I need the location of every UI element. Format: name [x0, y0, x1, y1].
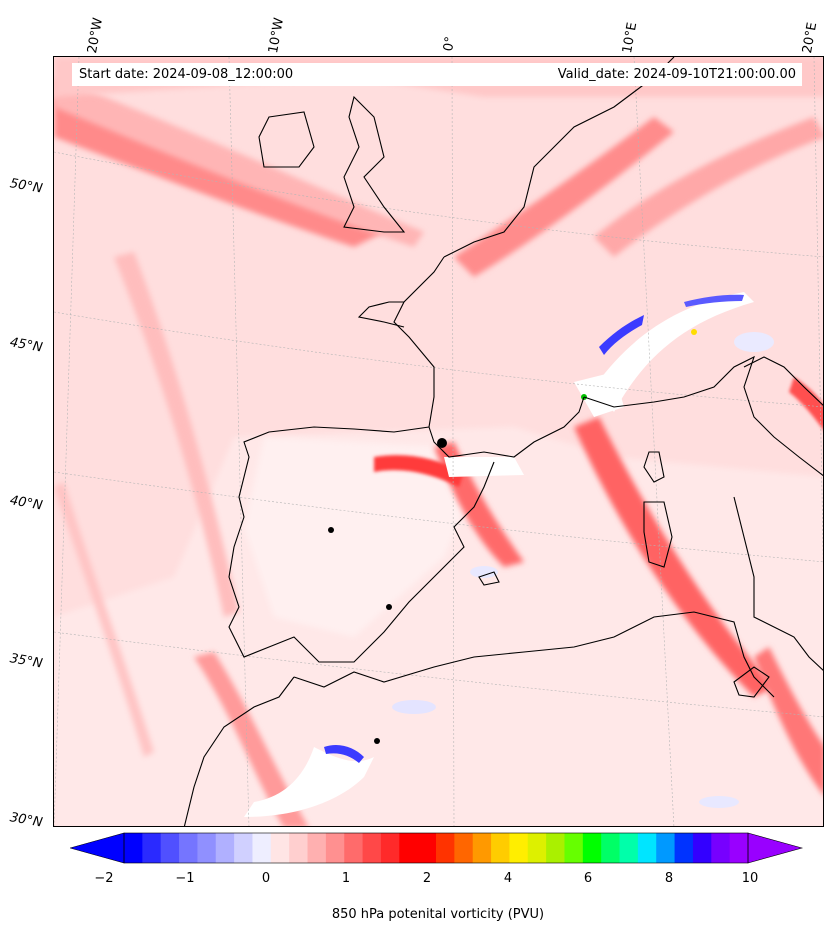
- colorbar-segment: [564, 833, 584, 863]
- colorbar-segment: [491, 833, 510, 863]
- pv-field-map: [54, 57, 823, 826]
- colorbar-segment: [179, 833, 198, 863]
- colorbar-tick-label: 1: [341, 871, 351, 886]
- colorbar-segment: [197, 833, 217, 863]
- pv-max-pyrenees: [374, 455, 464, 487]
- colorbar-segment: [472, 833, 492, 863]
- colorbar-tick-label: −2: [94, 871, 114, 886]
- colorbar-segment: [215, 833, 235, 863]
- streak-atlantic-2: [54, 482, 154, 757]
- colorbar-segment: [289, 833, 309, 863]
- colorbar-segment: [234, 833, 253, 863]
- colorbar-extend-low: [70, 832, 125, 864]
- band-ne: [594, 117, 823, 257]
- colorbar-tick-label: 8: [664, 871, 674, 886]
- colorbar-label: 850 hPa potenital vorticity (PVU): [331, 907, 545, 922]
- info-box: Start date: 2024-09-08_12:00:00 Valid_da…: [72, 63, 802, 86]
- lon-label-20w: 20°W: [85, 16, 107, 55]
- atlas-mask: [244, 747, 374, 817]
- band-channel: [454, 117, 674, 277]
- colorbar: [70, 832, 804, 864]
- coastlines: [183, 57, 823, 826]
- hotspot-6: [691, 329, 697, 335]
- graticule: [54, 57, 823, 826]
- patch-blue-3: [734, 332, 774, 352]
- colorbar-segment: [124, 833, 143, 863]
- colorbar-segment: [344, 833, 364, 863]
- lat-label-30n: 30°N: [8, 810, 44, 831]
- colorbar-segment: [454, 833, 474, 863]
- hotspot-1: [437, 438, 447, 448]
- patch-blue-2: [470, 566, 498, 578]
- colorbar-segment: [582, 833, 602, 863]
- streak-atlantic-1: [114, 252, 239, 617]
- colorbar-segment: [674, 833, 694, 863]
- valid-date-label: Valid_date: 2024-09-10T21:00:00.00: [557, 67, 796, 82]
- pyrenees-mask: [444, 457, 524, 477]
- colorbar-tick-label: 0: [261, 871, 271, 886]
- streak-morocco: [194, 652, 308, 826]
- colorbar-segment: [307, 833, 327, 863]
- colorbar-tick-label: 4: [503, 871, 513, 886]
- colorbar-segment: [380, 833, 400, 863]
- alps-negative-pv: [599, 315, 644, 355]
- colorbar-outline: [123, 832, 749, 864]
- colorbar-segment: [325, 833, 345, 863]
- band-adriatic: [789, 377, 823, 430]
- band-western-med: [574, 417, 774, 697]
- hotspot-3: [328, 527, 334, 533]
- colorbar-segment: [656, 833, 676, 863]
- lon-label-0: 0°: [441, 35, 459, 53]
- atlas-negative-pv: [324, 745, 364, 763]
- lon-label-10e: 10°E: [620, 21, 641, 55]
- lat-label-50n: 50°N: [8, 176, 44, 197]
- alps-negative-pv-2: [684, 294, 744, 307]
- hotspot-4: [374, 738, 380, 744]
- lon-label-20e: 20°E: [800, 21, 821, 55]
- colorbar-tick-label: −1: [175, 871, 195, 886]
- colorbar-segment: [546, 833, 565, 863]
- band-south-italy: [754, 647, 823, 795]
- colorbar-segment: [417, 833, 437, 863]
- colorbar-segment: [711, 833, 731, 863]
- colorbar-segment: [270, 833, 290, 863]
- start-date-label: Start date: 2024-09-08_12:00:00: [79, 67, 294, 82]
- colorbar-segment: [509, 833, 529, 863]
- colorbar-segment: [527, 833, 547, 863]
- colorbar-segment: [160, 833, 180, 863]
- field-iberia-light: [244, 437, 474, 637]
- colorbar-segment: [692, 833, 712, 863]
- lat-label-45n: 45°N: [8, 335, 44, 356]
- colorbar-segment: [252, 833, 272, 863]
- colorbar-tick-label: 10: [741, 871, 759, 886]
- colorbar-segment: [601, 833, 621, 863]
- colorbar-segment: [436, 833, 455, 863]
- colorbar-segment: [619, 833, 639, 863]
- map-panel: [53, 56, 824, 827]
- colorbar-segment: [142, 833, 162, 863]
- lat-label-40n: 40°N: [8, 493, 44, 514]
- patch-blue-4: [699, 796, 739, 808]
- hotspot-2: [386, 604, 392, 610]
- colorbar-tick-label: 2: [422, 871, 432, 886]
- colorbar-extend-high: [747, 832, 804, 864]
- colorbar-segment: [637, 833, 657, 863]
- colorbar-segment: [729, 833, 749, 863]
- colorbar-tick-label: 6: [583, 871, 593, 886]
- colorbar-segment: [362, 833, 382, 863]
- lat-label-35n: 35°N: [8, 651, 44, 672]
- colorbar-segment: [399, 833, 419, 863]
- patch-blue-1: [392, 700, 436, 714]
- lon-label-10w: 10°W: [266, 16, 288, 55]
- band-nw: [54, 77, 424, 247]
